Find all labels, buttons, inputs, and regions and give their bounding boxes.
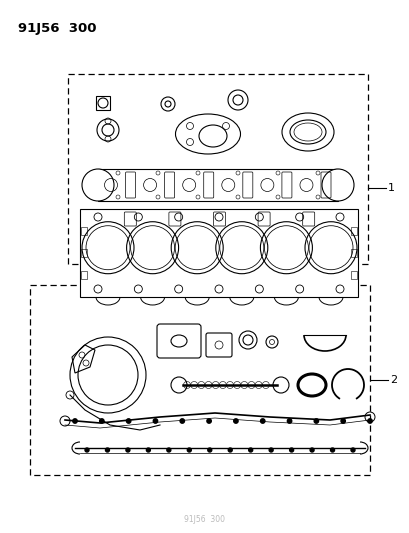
- Circle shape: [85, 448, 89, 452]
- Circle shape: [309, 448, 313, 452]
- FancyBboxPatch shape: [98, 169, 337, 201]
- Text: 1: 1: [387, 183, 394, 193]
- Circle shape: [105, 448, 109, 452]
- Circle shape: [82, 169, 114, 201]
- FancyBboxPatch shape: [80, 209, 357, 297]
- Ellipse shape: [175, 114, 240, 154]
- Circle shape: [73, 419, 77, 423]
- Circle shape: [126, 419, 130, 423]
- Circle shape: [260, 419, 264, 423]
- Circle shape: [321, 169, 353, 201]
- Circle shape: [207, 419, 211, 423]
- Circle shape: [166, 448, 171, 452]
- Circle shape: [99, 419, 104, 423]
- Circle shape: [126, 448, 130, 452]
- Circle shape: [330, 448, 334, 452]
- Circle shape: [187, 448, 191, 452]
- Circle shape: [233, 419, 238, 423]
- Circle shape: [268, 448, 272, 452]
- Text: 91J56  300: 91J56 300: [18, 22, 96, 35]
- Circle shape: [350, 448, 354, 452]
- Ellipse shape: [281, 113, 333, 151]
- Text: 91J56  300: 91J56 300: [184, 515, 225, 524]
- Text: 2: 2: [389, 375, 396, 385]
- Circle shape: [146, 448, 150, 452]
- Circle shape: [289, 448, 293, 452]
- Bar: [68, 74, 367, 264]
- Circle shape: [153, 419, 157, 423]
- Circle shape: [287, 419, 291, 423]
- Circle shape: [313, 419, 318, 423]
- Circle shape: [367, 419, 371, 423]
- Circle shape: [228, 448, 231, 452]
- Circle shape: [248, 448, 252, 452]
- Circle shape: [180, 419, 184, 423]
- Bar: [30, 285, 369, 475]
- Circle shape: [207, 448, 211, 452]
- Circle shape: [340, 419, 344, 423]
